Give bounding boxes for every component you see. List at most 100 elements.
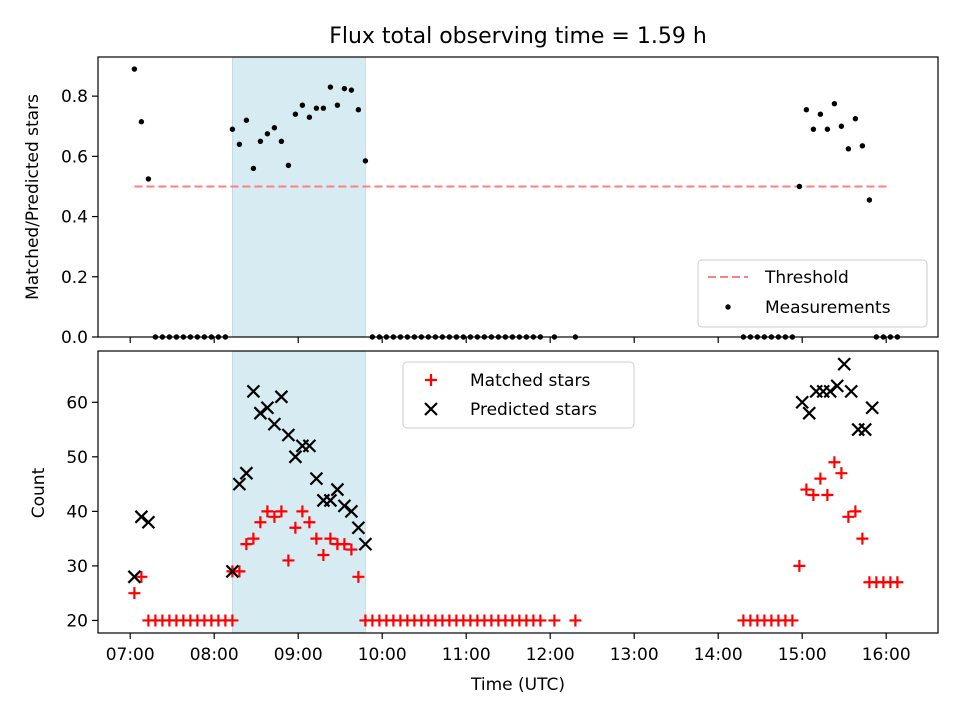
- matched-point: [828, 456, 841, 469]
- measurement-point: [859, 143, 866, 149]
- measurement-point: [145, 176, 152, 182]
- ratio-plot-frame: [97, 56, 939, 338]
- y-tick-label: 0.2: [61, 268, 88, 288]
- predicted-point: [141, 515, 156, 530]
- matched-point: [800, 483, 813, 496]
- matched-point: [317, 549, 330, 561]
- matched-point: [569, 614, 582, 627]
- y-tick-label: 0.4: [61, 208, 88, 228]
- measurement-point: [257, 138, 264, 145]
- matched-point: [289, 521, 302, 534]
- x-tick-label: 07:00: [106, 645, 155, 665]
- measurement-point: [229, 126, 236, 132]
- predicted-point: [344, 504, 359, 519]
- predicted-point: [865, 400, 879, 415]
- matched-point: [240, 538, 253, 551]
- predicted-point: [232, 477, 247, 491]
- predicted-point: [330, 482, 345, 497]
- y-tick-label: 0.8: [61, 87, 88, 107]
- x-tick-label: 16:00: [862, 645, 911, 665]
- measurement-point: [831, 100, 838, 107]
- measurement-point: [810, 126, 817, 132]
- matched-point: [254, 516, 267, 529]
- count-legend-box: [402, 361, 635, 429]
- x-tick-label: 13:00: [610, 645, 659, 665]
- y-tick-label: 30: [66, 557, 88, 577]
- y-tick-label: 60: [66, 393, 88, 413]
- matched-point: [303, 516, 316, 529]
- count-highlight-span: [232, 350, 366, 634]
- measurement-point: [299, 102, 306, 108]
- y-tick-label: 0.0: [61, 328, 88, 348]
- matched-point: [856, 532, 869, 545]
- matched-legend-label: Matched stars: [470, 371, 590, 391]
- measurement-point: [803, 106, 810, 113]
- matched-point: [835, 467, 848, 480]
- measurement-point: [320, 105, 327, 111]
- measurement-point: [278, 138, 285, 145]
- measurement-point: [313, 105, 320, 111]
- x-axis-label: Time (UTC): [470, 675, 565, 695]
- predicted-point: [302, 439, 317, 453]
- matched-point: [814, 472, 827, 485]
- count-legend: Matched stars Predicted stars: [402, 361, 635, 429]
- predicted-point: [239, 466, 254, 480]
- measurement-point: [817, 111, 824, 117]
- ratio-panel: 0.00.20.40.60.8 Matched/Predicted stars …: [23, 56, 939, 348]
- predicted-point: [260, 400, 275, 415]
- matched-legend-swatch: [425, 374, 437, 386]
- x-tick-label: 11:00: [442, 645, 491, 665]
- x-tick-label: 08:00: [190, 645, 239, 665]
- measurement-point: [285, 162, 292, 169]
- predicted-legend-label: Predicted stars: [470, 400, 597, 420]
- measurement-point: [334, 102, 341, 108]
- measurements-legend-label: Measurements: [765, 298, 891, 318]
- measurement-point: [838, 123, 845, 129]
- x-tick-label: 12:00: [526, 645, 575, 665]
- measurement-point: [327, 84, 334, 90]
- predicted-point: [837, 357, 851, 371]
- matched-point: [296, 505, 309, 518]
- count-marks: [127, 357, 904, 627]
- predicted-point: [225, 564, 240, 579]
- matched-point: [261, 505, 274, 518]
- matched-point: [310, 532, 323, 545]
- predicted-point: [844, 384, 858, 399]
- matched-point: [233, 565, 246, 578]
- matched-point: [849, 505, 862, 518]
- measurement-point: [796, 183, 803, 190]
- count-y-ticks: 20 30 40 50 60: [66, 393, 98, 631]
- measurement-point: [845, 146, 852, 152]
- measurement-point: [852, 116, 859, 122]
- ratio-y-axis-label: Matched/Predicted stars: [23, 94, 43, 300]
- matched-point: [534, 614, 547, 627]
- predicted-point: [858, 422, 872, 437]
- y-tick-label: 0.6: [61, 147, 88, 167]
- chart-title: Flux total observing time = 1.59 h: [329, 24, 707, 49]
- predicted-point: [267, 417, 282, 431]
- measurements-legend-swatch: [725, 304, 731, 310]
- y-tick-label: 40: [66, 502, 88, 522]
- ratio-legend: Threshold Measurements: [697, 259, 928, 328]
- predicted-point: [309, 471, 324, 486]
- matched-point: [135, 570, 148, 583]
- measurement-point: [866, 197, 873, 203]
- matched-point: [793, 559, 806, 572]
- count-y-axis-label: Count: [29, 467, 49, 518]
- predicted-point: [802, 406, 816, 420]
- predicted-point: [830, 379, 844, 393]
- ratio-y-ticks: 0.0 0.2 0.4 0.6 0.8: [61, 87, 98, 348]
- ratio-legend-box: [697, 259, 928, 328]
- predicted-point: [127, 570, 142, 584]
- x-tick-label: 09:00: [274, 645, 323, 665]
- predicted-point: [274, 390, 289, 404]
- ratio-x-ticks: [129, 337, 887, 343]
- matched-point: [282, 554, 295, 567]
- measurement-point: [306, 114, 313, 120]
- measurement-point: [348, 87, 355, 93]
- measurement-point: [236, 141, 243, 148]
- matched-point: [338, 538, 351, 551]
- x-tick-label: 10:00: [358, 645, 407, 665]
- matched-point: [807, 489, 820, 501]
